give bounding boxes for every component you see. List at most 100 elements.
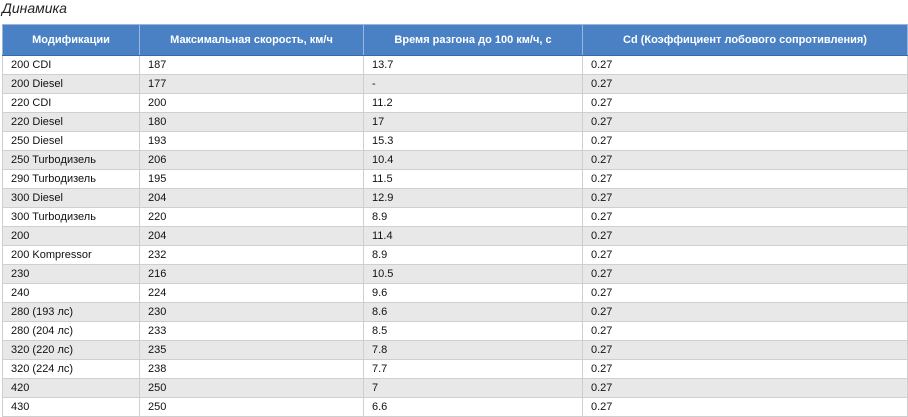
cell-drag-coefficient: 0.27 [582,245,908,265]
cell-max-speed: 204 [139,188,364,208]
cell-drag-coefficient: 0.27 [582,340,908,360]
cell-acceleration: - [363,74,583,94]
cell-max-speed: 180 [139,112,364,132]
cell-acceleration: 9.6 [363,283,583,303]
cell-max-speed: 187 [139,55,364,75]
cell-drag-coefficient: 0.27 [582,321,908,341]
cell-modification: 280 (193 лс) [2,302,140,322]
cell-max-speed: 216 [139,264,364,284]
cell-acceleration: 15.3 [363,131,583,151]
cell-drag-coefficient: 0.27 [582,169,908,189]
cell-modification: 200 Diesel [2,74,140,94]
cell-modification: 250 Turboдизель [2,150,140,170]
cell-max-speed: 235 [139,340,364,360]
cell-acceleration: 8.6 [363,302,583,322]
cell-max-speed: 206 [139,150,364,170]
header-drag-coefficient: Cd (Коэффициент лобового сопротивления) [582,24,908,56]
table-row: 200 Diesel 177-0.27 [2,74,908,94]
cell-max-speed: 224 [139,283,364,303]
cell-acceleration: 7.7 [363,359,583,379]
cell-modification: 220 Diesel [2,112,140,132]
table-row: 250 Diesel 193 15.3 0.27 [2,131,908,151]
table-row: 220 CDI 200 11.2 0.27 [2,93,908,113]
cell-modification: 290 Turboдизель [2,169,140,189]
cell-max-speed: 200 [139,93,364,113]
cell-max-speed: 232 [139,245,364,265]
table-row: 200 CDI 187 13.7 0.27 [2,55,908,75]
cell-max-speed: 238 [139,359,364,379]
table-row: 200 Kompressor 232 8.9 0.27 [2,245,908,265]
cell-drag-coefficient: 0.27 [582,226,908,246]
cell-modification: 280 (204 лс) [2,321,140,341]
cell-drag-coefficient: 0.27 [582,378,908,398]
cell-max-speed: 195 [139,169,364,189]
cell-drag-coefficient: 0.27 [582,112,908,132]
cell-acceleration: 7.8 [363,340,583,360]
cell-drag-coefficient: 0.27 [582,397,908,417]
table-row: 240 224 9.6 0.27 [2,283,908,303]
cell-acceleration: 8.9 [363,207,583,227]
table-row: 420 250 7 0.27 [2,378,908,398]
cell-max-speed: 250 [139,378,364,398]
cell-acceleration: 11.5 [363,169,583,189]
cell-modification: 320 (224 лс) [2,359,140,379]
table-row: 430 250 6.6 0.27 [2,397,908,417]
cell-modification: 200 [2,226,140,246]
cell-modification: 200 CDI [2,55,140,75]
table-row: 320 (220 лс) 235 7.8 0.27 [2,340,908,360]
cell-acceleration: 17 [363,112,583,132]
cell-drag-coefficient: 0.27 [582,131,908,151]
cell-acceleration: 13.7 [363,55,583,75]
section-title: Динамика [2,0,67,16]
cell-drag-coefficient: 0.27 [582,302,908,322]
cell-modification: 420 [2,378,140,398]
cell-max-speed: 193 [139,131,364,151]
table-row: 320 (224 лс) 238 7.7 0.27 [2,359,908,379]
header-modification: Модификации [2,24,140,56]
table-row: 280 (204 лс) 233 8.5 0.27 [2,321,908,341]
cell-drag-coefficient: 0.27 [582,93,908,113]
cell-acceleration: 10.4 [363,150,583,170]
table-row: 290 Turboдизель 195 11.5 0.27 [2,169,908,189]
cell-drag-coefficient: 0.27 [582,55,908,75]
dynamics-table: Модификации Максимальная скорость, км/ч … [2,24,908,417]
cell-drag-coefficient: 0.27 [582,150,908,170]
table-row: 250 Turboдизель 206 10.4 0.27 [2,150,908,170]
cell-modification: 220 CDI [2,93,140,113]
table-row: 230 216 10.5 0.27 [2,264,908,284]
cell-acceleration: 6.6 [363,397,583,417]
cell-modification: 230 [2,264,140,284]
cell-modification: 300 Diesel [2,188,140,208]
cell-acceleration: 11.4 [363,226,583,246]
cell-acceleration: 8.5 [363,321,583,341]
table-row: 200 204 11.4 0.27 [2,226,908,246]
cell-modification: 300 Turboдизель [2,207,140,227]
cell-acceleration: 8.9 [363,245,583,265]
cell-modification: 240 [2,283,140,303]
table-row: 300 Diesel 204 12.9 0.27 [2,188,908,208]
cell-acceleration: 12.9 [363,188,583,208]
cell-modification: 320 (220 лс) [2,340,140,360]
table-row: 220 Diesel 180 17 0.27 [2,112,908,132]
cell-max-speed: 177 [139,74,364,94]
table-header-row: Модификации Максимальная скорость, км/ч … [2,24,908,56]
cell-drag-coefficient: 0.27 [582,207,908,227]
cell-max-speed: 230 [139,302,364,322]
cell-acceleration: 10.5 [363,264,583,284]
cell-drag-coefficient: 0.27 [582,283,908,303]
cell-modification: 430 [2,397,140,417]
header-max-speed: Максимальная скорость, км/ч [139,24,364,56]
header-acceleration: Время разгона до 100 км/ч, с [363,24,583,56]
cell-drag-coefficient: 0.27 [582,74,908,94]
table-row: 280 (193 лс) 230 8.6 0.27 [2,302,908,322]
cell-max-speed: 204 [139,226,364,246]
cell-drag-coefficient: 0.27 [582,188,908,208]
cell-modification: 200 Kompressor [2,245,140,265]
cell-max-speed: 250 [139,397,364,417]
cell-drag-coefficient: 0.27 [582,359,908,379]
cell-acceleration: 11.2 [363,93,583,113]
cell-acceleration: 7 [363,378,583,398]
cell-modification: 250 Diesel [2,131,140,151]
cell-max-speed: 220 [139,207,364,227]
cell-max-speed: 233 [139,321,364,341]
